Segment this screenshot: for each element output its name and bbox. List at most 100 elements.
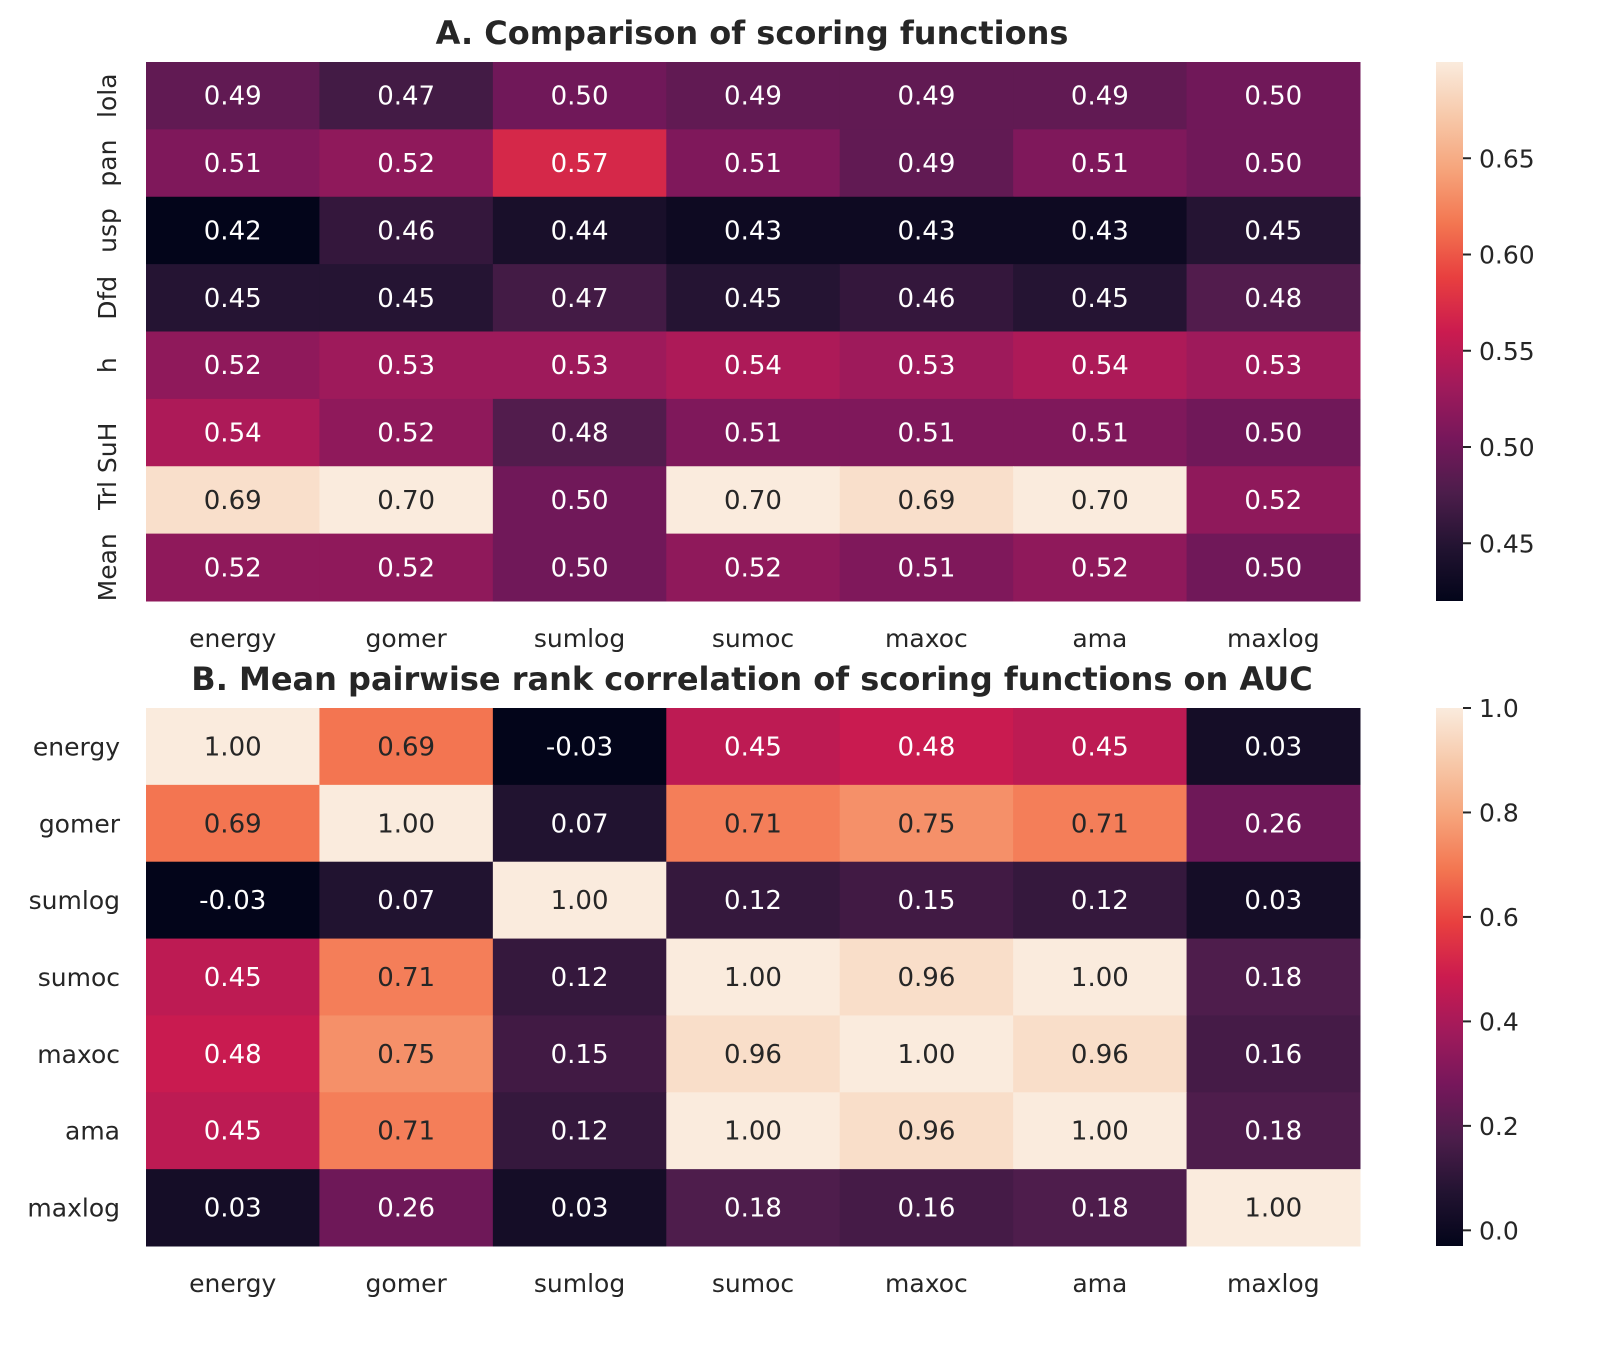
- heatmap-cell: [1186, 466, 1361, 535]
- heatmap-cell: [839, 264, 1014, 332]
- colorbar-tick-label: 0.65: [1479, 144, 1535, 173]
- cell-value-label: 0.12: [724, 886, 782, 916]
- cell-value-label: 0.52: [204, 553, 262, 583]
- cell-value-label: 0.12: [551, 1117, 609, 1147]
- y-tick-label: ama: [65, 1117, 120, 1146]
- heatmap-cell: [319, 784, 494, 863]
- heatmap-cell: [839, 533, 1014, 602]
- heatmap-cell: [839, 466, 1014, 535]
- cell-value-label: 0.50: [1244, 419, 1302, 449]
- heatmap-cell: [839, 784, 1014, 863]
- cell-value-label: 0.52: [204, 351, 262, 381]
- cell-value-label: 0.45: [724, 732, 782, 762]
- cell-value-label: 0.69: [204, 809, 262, 839]
- heatmap-cell: [319, 533, 494, 602]
- cell-value-label: 0.71: [377, 963, 435, 993]
- heatmap-cell: [1013, 466, 1188, 535]
- heatmap-cell: [1186, 1015, 1361, 1093]
- heatmap-a: A. Comparison of scoring functions 0.49 0…: [93, 14, 1535, 653]
- y-tick-label: sumlog: [29, 886, 120, 915]
- cell-value-label: 0.45: [204, 284, 262, 314]
- cell-value-label: 1.00: [897, 1040, 955, 1070]
- cell-value-label: 0.47: [551, 284, 609, 314]
- y-tick-label: maxoc: [37, 1040, 120, 1069]
- x-tick-label: energy: [189, 624, 276, 653]
- cell-value-label: 0.45: [1071, 284, 1129, 314]
- heatmap-cell: [839, 129, 1014, 198]
- cell-value-label: 0.43: [1071, 216, 1129, 246]
- heatmap-cell: [1013, 331, 1188, 400]
- y-tick-label: energy: [33, 732, 120, 761]
- cell-value-label: 0.75: [377, 1040, 435, 1070]
- cell-value-label: 0.51: [897, 419, 955, 449]
- cell-value-label: 0.69: [204, 486, 262, 516]
- cell-value-label: 0.50: [551, 486, 609, 516]
- heatmap-cell: [666, 264, 841, 332]
- heatmap-cell: [1013, 1092, 1188, 1170]
- cell-value-label: 0.96: [897, 1117, 955, 1147]
- heatmap-cell: [146, 129, 320, 198]
- heatmap-cell: [1013, 398, 1188, 467]
- x-tick-label: ama: [1072, 1269, 1127, 1298]
- heatmap-cell: [492, 938, 667, 1016]
- cell-value-label: 0.26: [1244, 809, 1302, 839]
- heatmap-cell: [146, 264, 320, 332]
- x-tick-label: maxoc: [885, 624, 968, 653]
- cell-value-label: 0.46: [897, 284, 955, 314]
- cell-value-label: 0.57: [551, 149, 609, 179]
- heatmap-a-y-tick-labels: lola pan usp Dfd h Trl SuH Mean: [93, 73, 122, 601]
- heatmap-cell: [319, 1169, 494, 1247]
- cell-value-label: 0.52: [724, 553, 782, 583]
- heatmap-cell: [319, 129, 494, 198]
- cell-value-label: 0.75: [897, 809, 955, 839]
- y-tick-label: Trl SuH: [93, 423, 122, 511]
- y-tick-label: maxlog: [27, 1194, 120, 1223]
- heatmap-cell: [839, 938, 1014, 1016]
- cell-value-label: 1.00: [551, 886, 609, 916]
- heatmap-cell: [666, 196, 841, 265]
- cell-value-label: 0.71: [724, 809, 782, 839]
- cell-value-label: 0.45: [377, 284, 435, 314]
- heatmap-cell: [839, 1169, 1014, 1247]
- cell-value-label: 0.16: [1244, 1040, 1302, 1070]
- cell-value-label: 0.96: [897, 963, 955, 993]
- heatmap-cell: [1186, 861, 1361, 940]
- cell-value-label: 0.45: [204, 1117, 262, 1147]
- cell-value-label: 0.71: [377, 1117, 435, 1147]
- cell-value-label: 0.07: [377, 886, 435, 916]
- cell-value-label: 0.18: [1071, 1194, 1129, 1224]
- cell-value-label: 0.43: [897, 216, 955, 246]
- heatmap-b-y-tick-labels: energy gomer sumlog sumoc maxoc ama maxlog: [27, 732, 120, 1222]
- heatmap-cell: [146, 62, 320, 130]
- heatmap-cell: [666, 533, 841, 602]
- cell-value-label: 0.53: [1244, 351, 1302, 381]
- cell-value-label: 1.00: [724, 1117, 782, 1147]
- heatmap-cell: [1013, 129, 1188, 198]
- cell-value-label: 0.18: [724, 1194, 782, 1224]
- heatmap-cell: [492, 264, 667, 332]
- heatmap-cell: [492, 1092, 667, 1170]
- cell-value-label: 0.52: [377, 553, 435, 583]
- heatmap-cell: [1013, 533, 1188, 602]
- heatmap-cell: [666, 129, 841, 198]
- heatmap-b-x-tick-labels: energy gomer sumlog sumoc maxoc ama maxlog: [189, 1269, 1319, 1298]
- heatmap-cell: [839, 331, 1014, 400]
- heatmap-cell: [146, 398, 320, 467]
- cell-value-label: 0.51: [204, 149, 262, 179]
- colorbar-tick-label: 0.2: [1479, 1112, 1519, 1141]
- cell-value-label: 0.52: [1071, 553, 1129, 583]
- cell-value-label: 0.07: [551, 809, 609, 839]
- cell-value-label: 0.69: [377, 732, 435, 762]
- x-tick-label: sumlog: [534, 1269, 625, 1298]
- heatmap-cell: [146, 708, 320, 786]
- heatmap-cell: [492, 331, 667, 400]
- cell-value-label: 0.50: [1244, 82, 1302, 112]
- heatmap-cell: [666, 861, 841, 940]
- heatmap-cell: [319, 62, 494, 130]
- heatmap-b: B. Mean pairwise rank correlation of sco…: [27, 660, 1518, 1298]
- colorbar-tick-label: 0.45: [1479, 529, 1535, 558]
- cell-value-label: 0.48: [551, 419, 609, 449]
- heatmap-cell: [1186, 1169, 1361, 1247]
- heatmap-cell: [492, 62, 667, 130]
- heatmap-cell: [492, 398, 667, 467]
